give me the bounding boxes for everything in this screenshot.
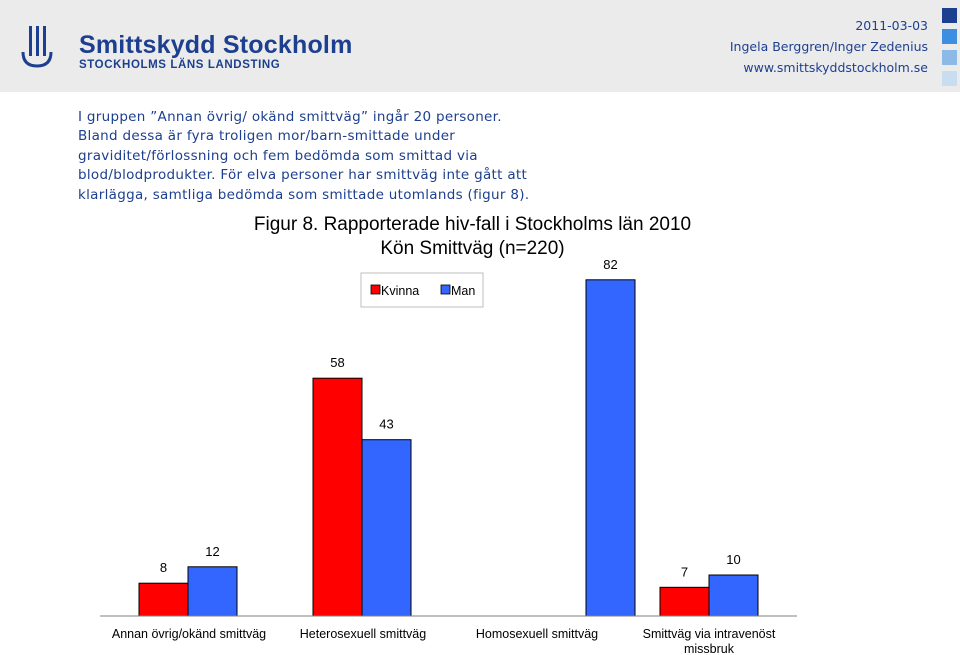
bar-kvinna bbox=[312, 377, 363, 617]
data-label: 10 bbox=[726, 552, 740, 567]
data-label: 58 bbox=[330, 355, 344, 370]
data-label: 82 bbox=[603, 257, 617, 272]
x-tick-label: Annan övrig/okänd smittväg bbox=[112, 627, 266, 641]
header-banner: Smittskydd Stockholm STOCKHOLMS LÄNS LAN… bbox=[0, 0, 960, 92]
data-label: 43 bbox=[379, 417, 393, 432]
org-subtitle: STOCKHOLMS LÄNS LANDSTING bbox=[79, 59, 281, 71]
x-axis-labels: Annan övrig/okänd smittväg Heterosexuell … bbox=[112, 627, 776, 655]
date: 2011-03-03 bbox=[855, 18, 928, 33]
chart-legend: Kvinna Man bbox=[360, 272, 484, 308]
intro-text: I gruppen ”Annan övrig/ okänd smittväg” … bbox=[78, 108, 558, 205]
authors: Ingela Berggren/Inger Zedenius bbox=[729, 39, 928, 54]
square-icon bbox=[942, 71, 957, 86]
bar-kvinna bbox=[138, 582, 189, 617]
square-icon bbox=[942, 29, 957, 44]
org-name: Smittskydd Stockholm bbox=[79, 31, 353, 59]
legend-label: Man bbox=[451, 284, 475, 298]
website-link[interactable]: www.smittskyddstockholm.se bbox=[743, 60, 928, 75]
square-icon bbox=[942, 8, 957, 23]
bar-man bbox=[187, 566, 238, 617]
legend-swatch bbox=[440, 284, 451, 295]
bar-man bbox=[361, 439, 412, 617]
bar-man bbox=[585, 279, 636, 617]
bar-kvinna bbox=[659, 586, 710, 617]
data-label: 7 bbox=[681, 564, 688, 579]
chart-bars: 8 12 58 43 82 7 10 bbox=[138, 257, 759, 617]
legend-box bbox=[360, 272, 484, 308]
chart-title: Figur 8. Rapporterade hiv-fall i Stockho… bbox=[253, 214, 692, 235]
legend-label: Kvinna bbox=[381, 284, 419, 298]
bar-man bbox=[708, 574, 759, 617]
data-label: 12 bbox=[205, 544, 219, 559]
square-icon bbox=[942, 50, 957, 65]
x-tick-label: Homosexuell smittväg bbox=[476, 627, 598, 641]
x-tick-label: Smittväg via intravenöst missbruk bbox=[643, 627, 776, 655]
decorative-squares bbox=[942, 8, 960, 92]
data-label: 8 bbox=[160, 560, 167, 575]
chart-subtitle: Kön Smittväg (n=220) bbox=[380, 238, 565, 259]
x-tick-label: Heterosexuell smittväg bbox=[300, 627, 426, 641]
legend-swatch bbox=[370, 284, 381, 295]
intro-paragraph-1: I gruppen ”Annan övrig/ okänd smittväg” … bbox=[78, 109, 502, 184]
logo-icon bbox=[21, 26, 53, 68]
intro-paragraph-2: För elva personer har smittväg inte gått… bbox=[78, 167, 530, 203]
